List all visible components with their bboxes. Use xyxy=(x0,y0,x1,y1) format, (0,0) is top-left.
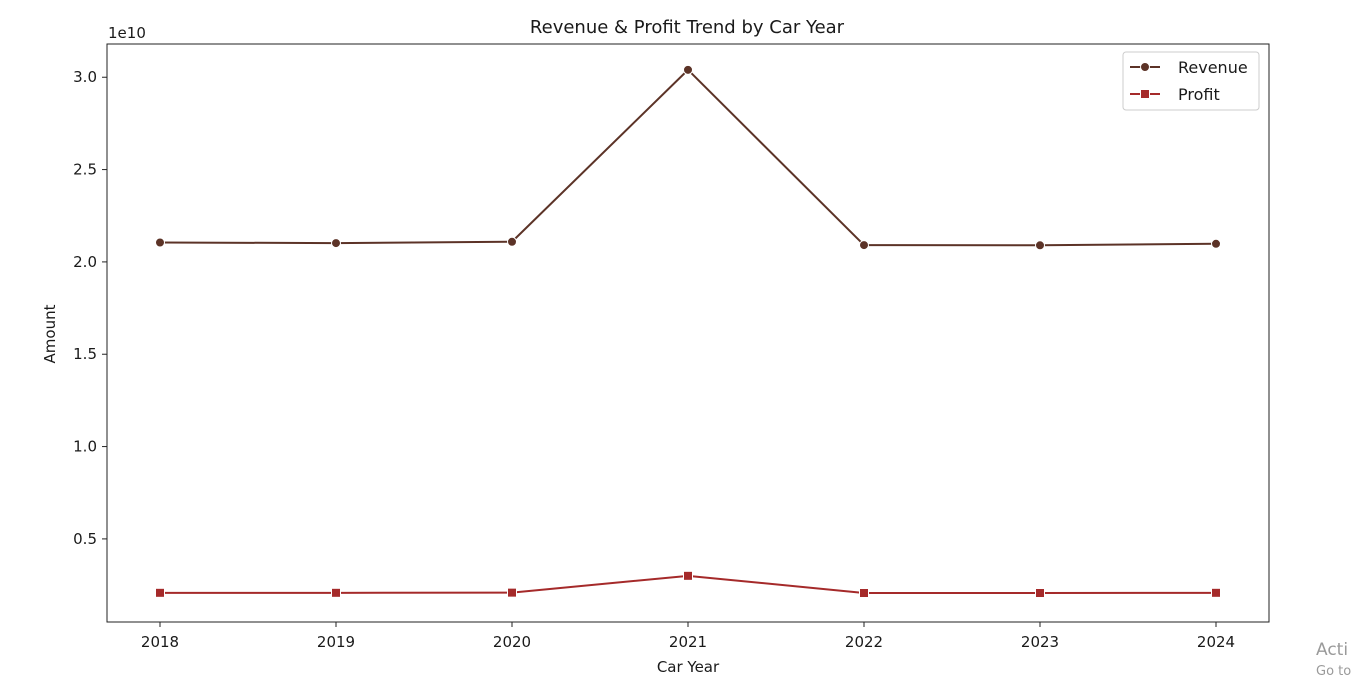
y-tick-label: 2.5 xyxy=(73,161,97,179)
legend: Revenue Profit xyxy=(1122,51,1260,111)
legend-marker xyxy=(1140,62,1150,72)
y-offset-label: 1e10 xyxy=(108,24,146,42)
x-tick-label: 2019 xyxy=(317,633,355,651)
data-point-profit xyxy=(155,587,165,598)
legend-marker xyxy=(1140,89,1150,99)
x-tick-label: 2020 xyxy=(493,633,531,651)
x-tick-label: 2022 xyxy=(845,633,883,651)
watermark-line-1: Acti xyxy=(1316,640,1349,660)
y-tick-label: 1.5 xyxy=(73,345,97,363)
x-tick-label: 2021 xyxy=(669,633,707,651)
series-layer xyxy=(155,64,1221,599)
y-tick-label: 3.0 xyxy=(73,68,97,86)
data-point-revenue xyxy=(507,236,517,247)
data-point-profit xyxy=(331,587,341,598)
data-point-revenue xyxy=(683,64,693,75)
data-point-profit xyxy=(859,588,869,599)
data-point-profit xyxy=(1211,587,1221,598)
plot-area xyxy=(106,43,1270,623)
data-point-revenue xyxy=(1211,238,1221,249)
y-tick-label: 2.0 xyxy=(73,253,97,271)
series-line-revenue xyxy=(159,68,1217,247)
watermark-line-2: Go to xyxy=(1316,664,1352,679)
legend-label: Revenue xyxy=(1178,58,1248,77)
y-axis-label: Amount xyxy=(41,304,59,363)
legend-label: Profit xyxy=(1178,85,1220,104)
data-point-profit xyxy=(683,570,693,581)
data-point-revenue xyxy=(859,240,869,251)
chart-title: Revenue & Profit Trend by Car Year xyxy=(530,17,845,38)
x-axis-label: Car Year xyxy=(657,658,720,676)
data-point-profit xyxy=(507,587,517,598)
data-point-revenue xyxy=(1035,240,1045,251)
x-tick-label: 2023 xyxy=(1021,633,1059,651)
y-axis-ticks: 0.5 1.0 1.5 2.0 2.5 3.0 xyxy=(73,68,107,548)
data-point-revenue xyxy=(155,237,165,248)
y-tick-label: 1.0 xyxy=(73,438,97,456)
y-tick-label: 0.5 xyxy=(73,530,97,548)
x-tick-label: 2018 xyxy=(141,633,179,651)
data-point-profit xyxy=(1035,588,1045,599)
x-tick-label: 2024 xyxy=(1197,633,1235,651)
x-axis-ticks: 2018 2019 2020 2021 2022 2023 2024 xyxy=(141,622,1235,651)
data-point-revenue xyxy=(331,238,341,249)
